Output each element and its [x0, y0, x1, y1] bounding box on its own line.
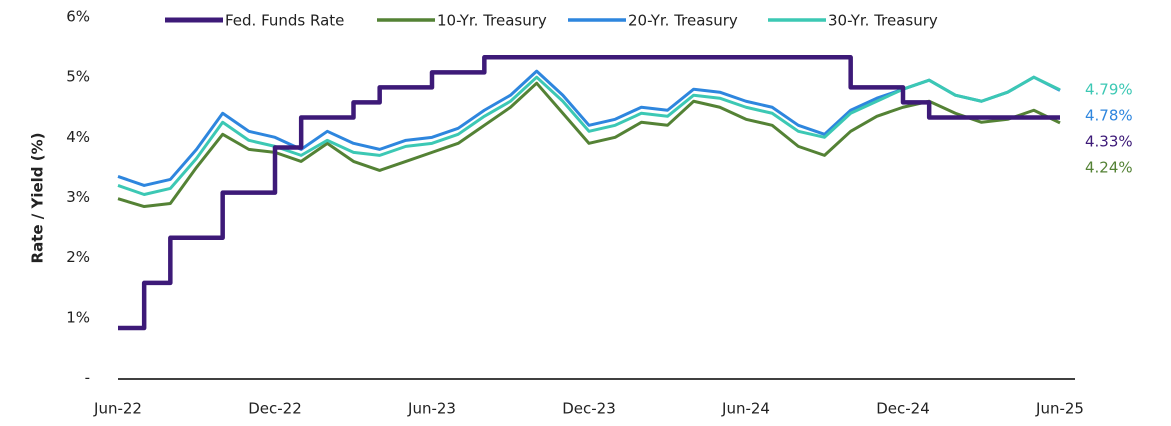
x-tick-label: Jun-24	[721, 400, 770, 418]
end-label: 4.78%	[1085, 106, 1133, 124]
series-line	[117, 69, 1061, 187]
legend-label: 20-Yr. Treasury	[628, 12, 738, 30]
x-tick-label: Dec-23	[562, 400, 616, 418]
end-label: 4.33%	[1085, 132, 1133, 150]
series-line	[118, 55, 1060, 331]
end-label: 4.24%	[1085, 158, 1133, 176]
y-tick-label: 2%	[66, 248, 90, 266]
end-label: 4.79%	[1085, 80, 1133, 98]
series-line	[117, 75, 1061, 196]
y-tick-label: 1%	[66, 308, 90, 326]
y-tick-label: 4%	[66, 128, 90, 146]
y-tick-label: -	[85, 369, 90, 387]
y-tick-label: 6%	[66, 8, 90, 26]
y-tick-label: 3%	[66, 188, 90, 206]
x-tick-label: Dec-22	[248, 400, 302, 418]
legend-label: 10-Yr. Treasury	[437, 12, 547, 30]
y-tick-label: 5%	[66, 68, 90, 86]
y-axis-label: Rate / Yield (%)	[29, 133, 47, 264]
x-tick-label: Jun-23	[407, 400, 456, 418]
x-tick-label: Jun-25	[1035, 400, 1084, 418]
x-tick-label: Jun-22	[93, 400, 142, 418]
legend-label: 30-Yr. Treasury	[828, 12, 938, 30]
legend-label: Fed. Funds Rate	[225, 12, 344, 30]
x-tick-label: Dec-24	[876, 400, 930, 418]
